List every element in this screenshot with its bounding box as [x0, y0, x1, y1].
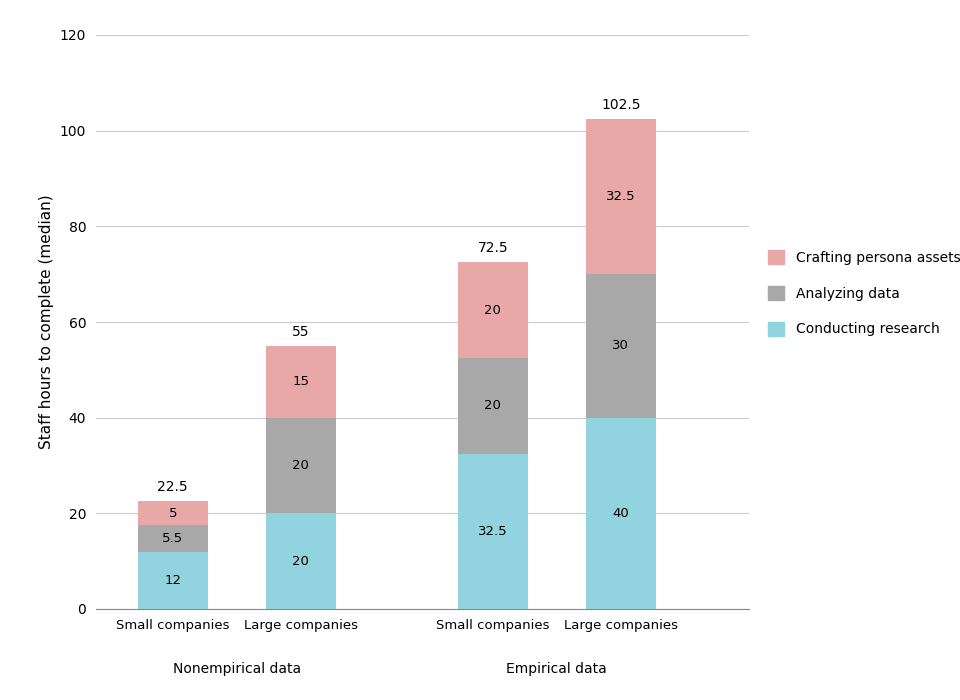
Text: 20: 20 — [485, 304, 501, 316]
Text: 15: 15 — [292, 375, 309, 389]
Bar — [586, 418, 656, 609]
Bar — [266, 346, 336, 418]
Bar — [266, 513, 336, 609]
Text: 30: 30 — [612, 340, 629, 352]
Text: 32.5: 32.5 — [606, 190, 636, 203]
Text: Nonempirical data: Nonempirical data — [173, 662, 300, 676]
Text: 102.5: 102.5 — [601, 97, 640, 111]
Bar — [458, 262, 528, 358]
Text: 20: 20 — [485, 399, 501, 412]
Bar — [586, 274, 656, 418]
Text: 5: 5 — [169, 507, 177, 520]
Text: 32.5: 32.5 — [478, 525, 508, 538]
Text: 55: 55 — [292, 325, 309, 339]
Bar — [266, 418, 336, 513]
Bar — [586, 119, 656, 274]
Text: 5.5: 5.5 — [162, 532, 183, 545]
Text: 22.5: 22.5 — [157, 480, 188, 494]
Text: 40: 40 — [612, 507, 629, 520]
Bar — [458, 358, 528, 454]
Text: 12: 12 — [164, 574, 181, 587]
Y-axis label: Staff hours to complete (median): Staff hours to complete (median) — [39, 195, 55, 449]
Bar — [137, 552, 208, 609]
Legend: Crafting persona assets, Analyzing data, Conducting research: Crafting persona assets, Analyzing data,… — [762, 245, 960, 342]
Text: 72.5: 72.5 — [477, 241, 508, 255]
Bar — [137, 525, 208, 552]
Text: Empirical data: Empirical data — [507, 662, 607, 676]
Bar — [137, 501, 208, 525]
Text: 20: 20 — [293, 554, 309, 568]
Text: 20: 20 — [293, 459, 309, 472]
Bar — [458, 454, 528, 609]
